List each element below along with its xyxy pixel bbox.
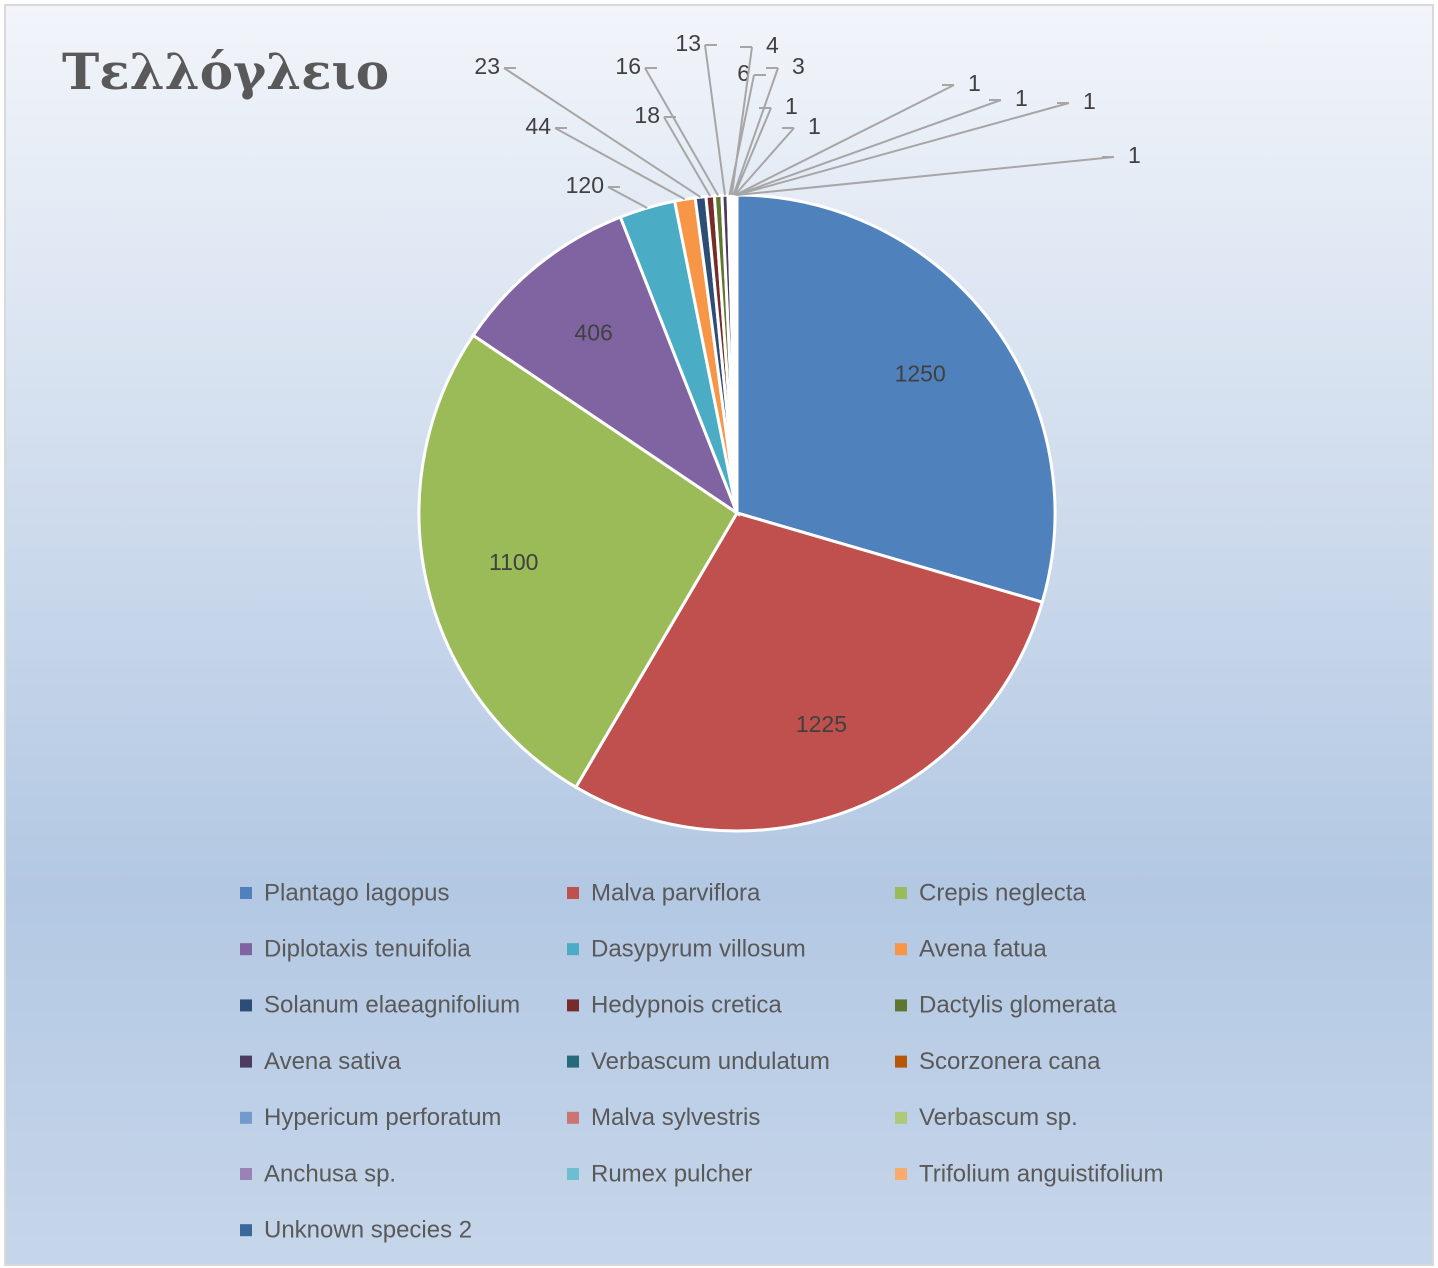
leader-line bbox=[644, 67, 720, 197]
leader-line bbox=[732, 67, 779, 196]
legend-swatch bbox=[567, 999, 579, 1012]
legend-swatch bbox=[240, 943, 252, 956]
data-label: 16 bbox=[615, 53, 641, 79]
legend-swatch bbox=[567, 943, 579, 956]
data-label: 1 bbox=[785, 93, 798, 119]
pie-slice bbox=[573, 511, 1045, 833]
legend-label: Dactylis glomerata bbox=[919, 992, 1117, 1019]
pie-slice bbox=[417, 333, 740, 790]
legend-swatch bbox=[895, 999, 907, 1012]
legend-swatch bbox=[895, 1168, 907, 1180]
legend-label: Avena fatua bbox=[919, 936, 1047, 963]
data-label: 1 bbox=[808, 113, 821, 139]
legend-label: Dasypyrum villosum bbox=[591, 936, 806, 963]
leader-line bbox=[734, 84, 955, 196]
legend-swatch bbox=[895, 1111, 907, 1124]
legend-swatch bbox=[240, 999, 252, 1012]
data-label: 44 bbox=[525, 113, 551, 139]
leader-line bbox=[503, 67, 702, 198]
leader-line bbox=[733, 107, 772, 196]
leader-line bbox=[734, 127, 795, 196]
legend-swatch bbox=[567, 1111, 579, 1124]
data-label: 4 bbox=[766, 32, 779, 58]
legend-label: Hedypnois cretica bbox=[591, 992, 782, 1019]
legend-label: Verbascum sp. bbox=[919, 1104, 1078, 1131]
leader-line bbox=[735, 99, 1002, 196]
legend-label: Crepis neglecta bbox=[919, 879, 1086, 906]
legend-swatch bbox=[895, 887, 907, 899]
legend-label: Solanum elaeagnifolium bbox=[264, 992, 520, 1019]
data-label: 13 bbox=[675, 30, 701, 56]
legend-swatch bbox=[240, 1111, 252, 1124]
legend-swatch bbox=[240, 1055, 252, 1068]
legend-label: Trifolium anguistifolium bbox=[919, 1160, 1164, 1187]
legend-label: Malva sylvestris bbox=[591, 1104, 760, 1131]
data-label: 1 bbox=[1015, 85, 1028, 111]
data-label: 406 bbox=[574, 320, 612, 346]
leader-line bbox=[607, 186, 648, 209]
legend-swatch bbox=[240, 1168, 252, 1180]
data-label: 1250 bbox=[895, 361, 946, 387]
data-label: 1 bbox=[1083, 88, 1096, 114]
legend-label: Verbascum undulatum bbox=[591, 1048, 830, 1075]
data-label: 1225 bbox=[796, 711, 847, 737]
legend-swatch bbox=[240, 887, 252, 899]
leader-line bbox=[554, 127, 686, 201]
leader-line bbox=[736, 156, 1115, 196]
leader-line bbox=[736, 102, 1070, 196]
data-label: 23 bbox=[474, 53, 500, 79]
leader-line bbox=[704, 44, 726, 196]
data-label: 3 bbox=[792, 53, 805, 79]
data-label: 18 bbox=[634, 102, 660, 128]
legend-label: Scorzonera cana bbox=[919, 1048, 1101, 1075]
pie-slice bbox=[735, 193, 1057, 605]
legend-label: Avena sativa bbox=[264, 1048, 402, 1075]
legend-swatch bbox=[567, 887, 579, 899]
legend-label: Unknown species 2 bbox=[264, 1217, 472, 1244]
data-label: 1 bbox=[968, 70, 981, 96]
chart-title: Τελλόγλειο bbox=[62, 42, 389, 101]
data-label: 1100 bbox=[489, 549, 538, 575]
legend-swatch bbox=[240, 1224, 252, 1237]
data-label: 120 bbox=[566, 172, 604, 198]
leader-line bbox=[730, 46, 753, 196]
legend-swatch bbox=[567, 1055, 579, 1068]
legend-label: Diplotaxis tenuifolia bbox=[264, 936, 471, 963]
legend-label: Malva parviflora bbox=[591, 879, 761, 906]
data-label: 1 bbox=[1128, 142, 1141, 168]
legend-label: Rumex pulcher bbox=[591, 1160, 752, 1187]
legend-swatch bbox=[895, 1055, 907, 1068]
legend-label: Anchusa sp. bbox=[264, 1160, 396, 1187]
legend-swatch bbox=[567, 1168, 579, 1180]
legend-swatch bbox=[895, 943, 907, 956]
legend-label: Plantago lagopus bbox=[264, 879, 449, 906]
pie-slice bbox=[471, 215, 741, 517]
legend-label: Hypericum perforatum bbox=[264, 1104, 501, 1131]
leader-line bbox=[663, 116, 711, 197]
